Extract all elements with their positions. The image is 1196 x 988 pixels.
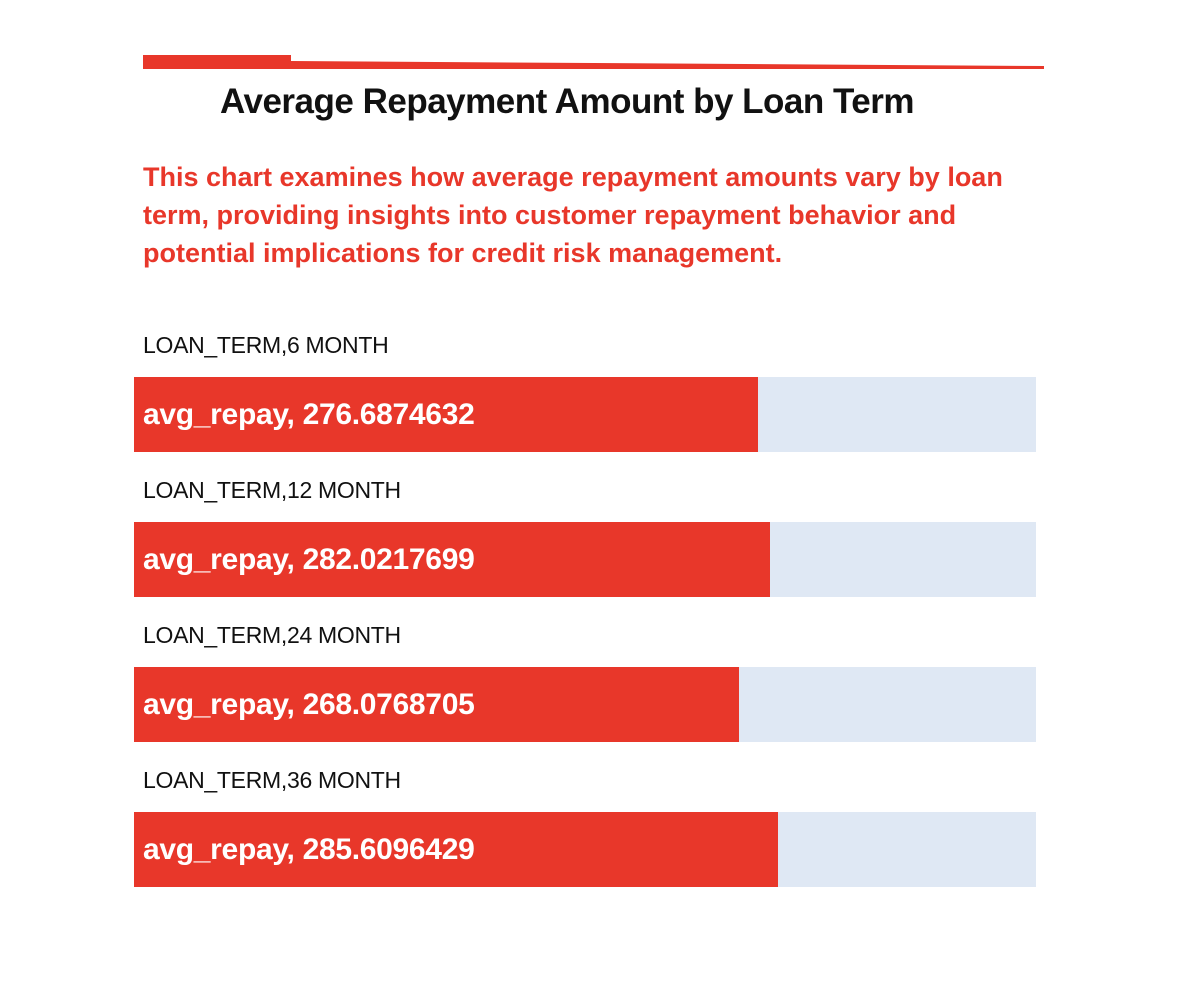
chart-title: Average Repayment Amount by Loan Term	[220, 82, 914, 121]
accent-rule-line	[143, 61, 1044, 69]
bar	[134, 667, 739, 742]
category-label: LOAN_TERM,36 MONTH	[143, 767, 401, 793]
bar	[134, 377, 758, 452]
accent-rule-tab	[143, 55, 291, 64]
chart-subtitle: This chart examines how average repaymen…	[143, 162, 1003, 268]
category-label: LOAN_TERM,6 MONTH	[143, 332, 389, 358]
bar-track: avg_repay, 268.0768705	[134, 667, 1036, 742]
bar-track: avg_repay, 276.6874632	[134, 377, 1036, 452]
bar-data-label: avg_repay, 285.6096429	[143, 833, 475, 866]
bar-data-label: avg_repay, 268.0768705	[143, 688, 475, 721]
bar-track: avg_repay, 282.0217699	[134, 522, 1036, 597]
bar	[134, 812, 778, 887]
bar-data-label: avg_repay, 276.6874632	[143, 398, 475, 431]
bar-track: avg_repay, 285.6096429	[134, 812, 1036, 887]
top-accent-rule	[143, 55, 1044, 69]
category-label: LOAN_TERM,12 MONTH	[143, 477, 401, 503]
bar-data-label: avg_repay, 282.0217699	[143, 543, 475, 576]
bar	[134, 522, 770, 597]
category-label: LOAN_TERM,24 MONTH	[143, 622, 401, 648]
